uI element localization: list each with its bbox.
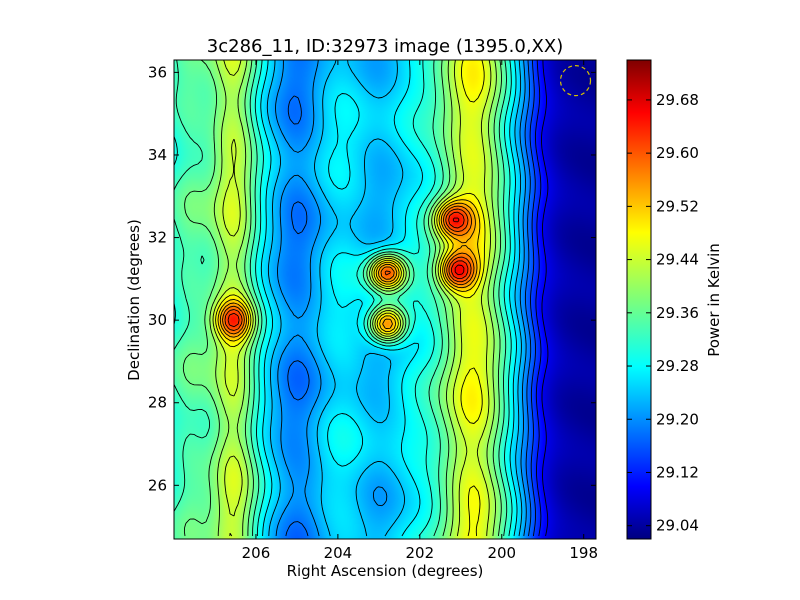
x-tick-label: 198	[569, 544, 598, 562]
contour-line	[529, 60, 536, 537]
x-tick-label: 202	[406, 544, 435, 562]
contour-line	[174, 60, 513, 537]
plot-area	[173, 59, 597, 540]
contour-line	[285, 60, 532, 537]
contour-line	[541, 60, 549, 537]
contour-line	[222, 205, 475, 335]
contour-line	[209, 60, 497, 537]
y-tick-label: 26	[148, 476, 167, 494]
y-tick-label: 30	[148, 311, 167, 329]
colorbar-tick-label: 29.60	[656, 144, 699, 162]
colorbar-tick-label: 29.44	[656, 251, 699, 269]
y-axis-label: Declination (degrees)	[125, 219, 143, 381]
x-tick-label: 200	[487, 544, 516, 562]
colorbar-ticks: 29.04 29.12 29.20 29.28 29.36 29.44 29.52 29.60…	[627, 91, 699, 535]
x-axis: 206 204 202 200 198	[242, 60, 598, 562]
contour-line	[217, 199, 481, 342]
beam-marker	[559, 65, 592, 97]
x-axis-label: Right Ascension (degrees)	[287, 562, 484, 580]
y-tick-label: 34	[148, 146, 167, 164]
contour-line	[534, 60, 542, 537]
contour-line	[275, 60, 527, 537]
chart-title: 3c286_11, ID:32973 image (1395.0,XX)	[207, 36, 563, 57]
contour-lines	[174, 60, 549, 537]
contour-line	[452, 217, 465, 276]
colorbar-tick-label: 29.36	[656, 304, 699, 322]
plot-frame	[173, 59, 597, 540]
contour-line	[224, 208, 472, 331]
colorbar-tick-label: 29.04	[656, 517, 699, 535]
colorbar-tick-label: 29.28	[656, 357, 699, 375]
colorbar-tick-label: 29.68	[656, 91, 699, 109]
y-tick-label: 36	[148, 63, 167, 81]
colorbar-gradient	[626, 59, 652, 540]
y-tick-label: 28	[148, 394, 167, 412]
contour-line	[212, 60, 492, 537]
colorbar-label: Power in Kelvin	[705, 243, 723, 357]
contour-line	[219, 202, 478, 338]
contour-line	[174, 60, 508, 537]
y-tick-label: 32	[148, 229, 167, 247]
colorbar-tick-label: 29.20	[656, 410, 699, 428]
x-tick-label: 206	[242, 544, 271, 562]
contour-line	[227, 211, 469, 328]
colorbar-tick-label: 29.52	[656, 197, 699, 215]
x-tick-label: 204	[324, 544, 353, 562]
contour-line	[260, 60, 518, 537]
contour-line	[266, 60, 523, 537]
colorbar-tick-label: 29.12	[656, 463, 699, 481]
heatmap-image	[174, 60, 596, 539]
y-axis: 26 28 30 32 34 36	[148, 63, 596, 494]
contour-line	[215, 60, 486, 537]
colorbar: 29.04 29.12 29.20 29.28 29.36 29.44 29.52 29.60…	[626, 59, 723, 540]
